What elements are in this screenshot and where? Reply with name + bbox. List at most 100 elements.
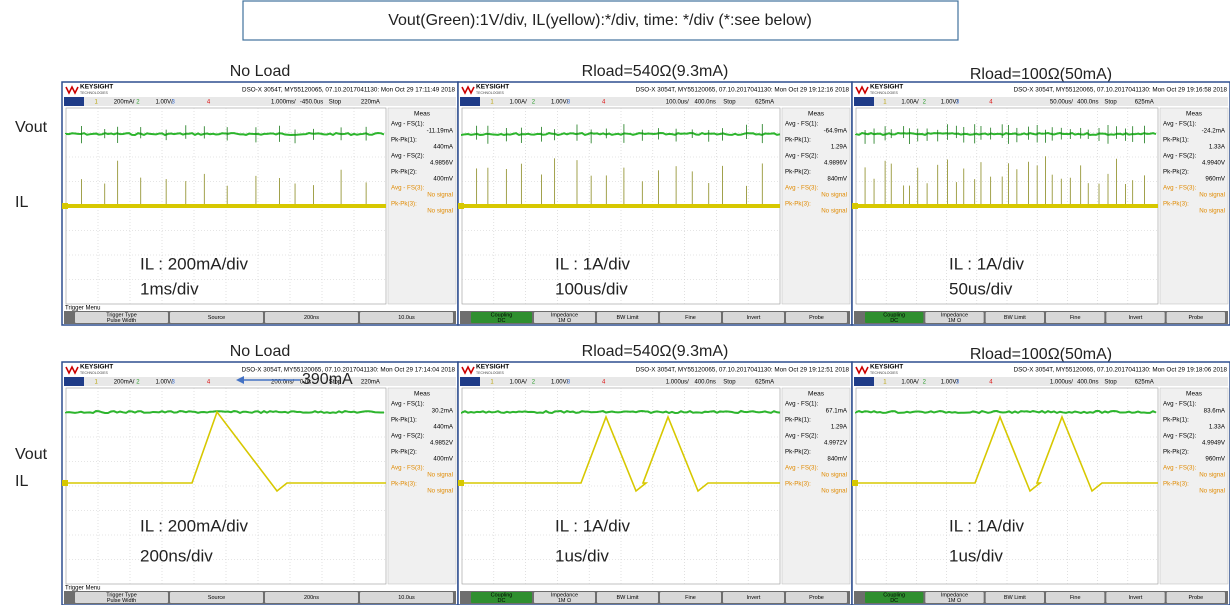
meas-label: Avg - FS(2): [1163,153,1197,160]
menu-label: Fine [685,315,696,321]
channel-tab [460,97,480,106]
brand-logo [855,365,869,375]
channel-bar-text: 1.00V/ [941,380,959,386]
meas-value: 4.9896V [824,160,848,167]
channel-bar-text: 1 [883,100,887,106]
il-scale-text: IL : 1A/div [555,516,630,535]
menu-sub: 1M Ω [948,318,961,324]
menu-button [985,312,1044,323]
meas-value: 1.33A [1209,424,1226,431]
meas-title: Meas [1186,111,1203,118]
menu-label: Probe [809,595,824,601]
brand-sub: TECHNOLOGIES [476,91,504,95]
time-scale-text: 100us/div [555,279,628,298]
menu-label: Source [208,595,225,601]
meas-value: -64.9mA [824,128,848,135]
channel-bar-text: 625mA [1135,380,1154,386]
time-scale-text: 1us/div [949,546,1003,565]
menu-button [170,312,263,323]
meas-panel [1159,107,1229,305]
menu-button [985,592,1044,603]
meas-label: Avg - FS(1): [1163,401,1197,408]
time-scale-text: 50us/div [949,279,1013,298]
menu-button [597,592,658,603]
menu-button [723,592,784,603]
menu-label: Fine [685,595,696,601]
meas-label: Pk-Pk(1): [1163,417,1189,424]
meas-panel [1159,387,1229,585]
menu-label: Impedance [551,592,578,598]
menu-button [925,312,984,323]
meas-value: No signal [1199,472,1225,479]
meas-label: Pk-Pk(1): [391,417,417,424]
il-trace [462,414,780,493]
meas-label: Pk-Pk(3): [391,201,417,208]
meas-label: Pk-Pk(1): [785,417,811,424]
scope-info: DSO-X 3054T, MY55120065, 07.10.201704113… [242,87,455,94]
brand-sub: TECHNOLOGIES [870,91,898,95]
channel-bar-text: 625mA [755,380,774,386]
menu-label: 200ns [304,595,319,601]
menu-button [1166,312,1225,323]
channel-bar [64,377,456,386]
menu-label: Coupling [883,312,905,318]
channel-bar-text: 1.00V/ [155,100,173,106]
channel-bar-text: 625mA [755,100,774,106]
channel-tab [854,97,874,106]
meas-label: Pk-Pk(3): [785,201,811,208]
channel-bar-text: 2 [136,100,140,106]
meas-value: No signal [821,208,847,215]
menu-label: Invert [1129,315,1143,321]
il-scale-text: IL : 1A/div [949,516,1024,535]
channel-bar [854,377,1228,386]
menu-sub: Pulse Width [107,598,136,604]
panel-title: No Load [230,63,291,80]
vout-trace [461,409,781,415]
menu-label: BW Limit [617,315,639,321]
meas-label: Avg - FS(3): [391,185,425,192]
meas-value: No signal [427,192,453,199]
meas-label: Avg - FS(2): [785,153,819,160]
meas-panel [781,107,851,305]
meas-value: 1.29A [831,144,848,151]
channel-bar-text: 200mA/ [114,380,135,386]
brand-logo [461,365,475,375]
channel-bar-text: 1.00V/ [155,380,173,386]
menu-sub: 1M Ω [558,318,571,324]
channel-bar-text: 50.00us/ [1050,100,1073,106]
meas-value: 840mV [827,456,847,463]
ch-marker [62,480,68,486]
menu-label: BW Limit [1004,595,1026,601]
meas-label: Avg - FS(3): [785,465,819,472]
brand-logo [65,365,79,375]
channel-tab [64,377,84,386]
panel-title: Rload=100Ω(50mA) [970,66,1112,83]
channel-tab [460,377,480,386]
meas-label: Pk-Pk(2): [785,449,811,456]
meas-label: Avg - FS(2): [391,433,425,440]
menu-button [471,312,532,323]
channel-bar-text: 3 [956,100,960,106]
side-label: IL [15,473,28,490]
channel-bar-text: 625mA [1135,100,1154,106]
menu-label: Trigger Type [106,592,137,598]
menu-button [471,592,532,603]
meas-label: Pk-Pk(2): [1163,449,1189,456]
menu-label: Impedance [551,312,578,318]
meas-label: Avg - FS(2): [785,433,819,440]
menu-button [75,592,168,603]
meas-label: Avg - FS(1): [391,401,425,408]
meas-value: -24.2mA [1202,128,1226,135]
il-scale-text: IL : 1A/div [555,254,630,273]
menu-label: Invert [747,315,761,321]
meas-label: Pk-Pk(3): [785,481,811,488]
il-scale-text: IL : 200mA/div [140,254,249,273]
meas-label: Pk-Pk(2): [1163,169,1189,176]
menu-button [360,312,453,323]
meas-value: 960mV [1205,456,1225,463]
channel-bar-text: 3 [172,100,176,106]
